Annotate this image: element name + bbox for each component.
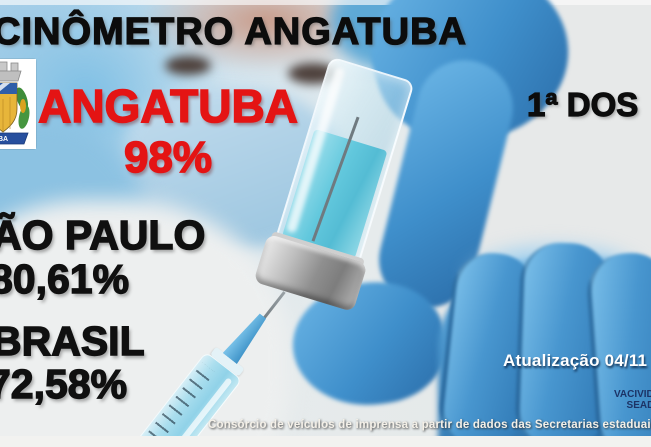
- state-percentage: 80,61%: [0, 255, 130, 302]
- angatuba-coat-of-arms: BA: [0, 59, 36, 149]
- city-percentage: 98%: [123, 132, 213, 183]
- country-percentage: 72,58%: [0, 360, 128, 407]
- page-title: CINÔMETRO ANGATUBA: [0, 10, 467, 53]
- data-sources: VACIVIDA SEADE: [614, 389, 651, 411]
- city-name: ANGATUBA: [37, 79, 298, 133]
- bottom-strip: [0, 436, 651, 447]
- nurse-eye-left: [165, 56, 211, 75]
- credit-line: Consórcio de veículos de imprensa a part…: [208, 419, 651, 431]
- state-name: ÃO PAULO: [0, 211, 206, 258]
- update-date: Atualização 04/11: [503, 351, 648, 370]
- coat-of-arms-ribbon-text: BA: [0, 136, 8, 143]
- coat-of-arms-graphic: BA: [0, 59, 36, 149]
- top-strip: [0, 0, 651, 5]
- source-vacivida: VACIVIDA: [613, 389, 651, 400]
- country-name: BRASIL: [0, 317, 145, 364]
- city-stat-block: ANGATUBA 98%: [28, 79, 308, 184]
- dose-label: 1ª DOS: [526, 85, 639, 123]
- source-seade: SEADE: [626, 400, 651, 411]
